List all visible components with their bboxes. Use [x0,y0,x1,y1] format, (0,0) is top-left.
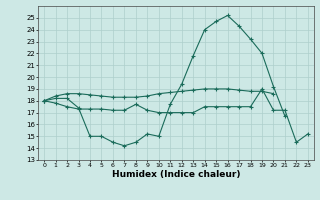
X-axis label: Humidex (Indice chaleur): Humidex (Indice chaleur) [112,170,240,179]
